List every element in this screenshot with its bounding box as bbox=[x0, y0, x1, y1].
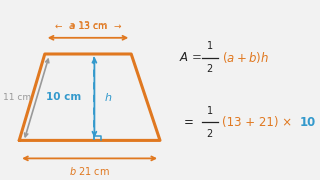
Text: 11 cm: 11 cm bbox=[4, 93, 32, 102]
Text: 2: 2 bbox=[206, 129, 213, 139]
Text: $\it{b}$ 21 cm: $\it{b}$ 21 cm bbox=[69, 165, 110, 177]
Text: $\it{h}$: $\it{h}$ bbox=[104, 91, 112, 103]
Text: $\it{a}$ 13 cm: $\it{a}$ 13 cm bbox=[68, 19, 108, 31]
Text: 2: 2 bbox=[206, 64, 213, 74]
Text: $\leftarrow$  $\it{a}$ 13 cm  $\rightarrow$: $\leftarrow$ $\it{a}$ 13 cm $\rightarrow… bbox=[53, 20, 123, 31]
Text: 1: 1 bbox=[206, 106, 213, 116]
Text: (13 + 21) ×: (13 + 21) × bbox=[222, 116, 292, 129]
Text: $A$ =: $A$ = bbox=[179, 51, 202, 64]
Text: $(a + b)h$: $(a + b)h$ bbox=[222, 50, 269, 65]
Text: 10: 10 bbox=[299, 116, 316, 129]
Text: =: = bbox=[184, 116, 194, 129]
Text: 1: 1 bbox=[206, 41, 213, 51]
Text: 10 cm: 10 cm bbox=[46, 92, 82, 102]
